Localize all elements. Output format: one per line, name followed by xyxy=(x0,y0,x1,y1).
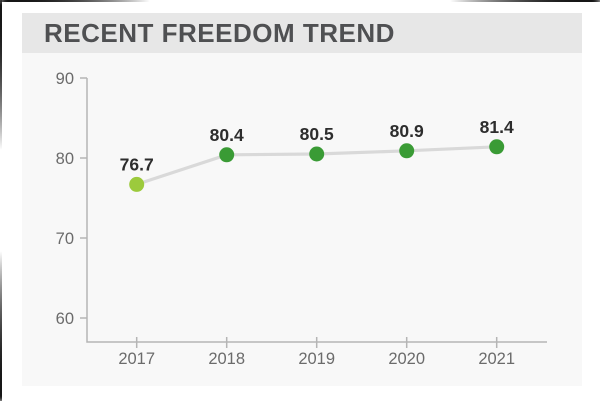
y-tick-label: 70 xyxy=(56,230,74,248)
data-point-label: 80.9 xyxy=(390,121,424,141)
x-tick-label: 2019 xyxy=(298,350,335,368)
y-tick-label: 90 xyxy=(56,70,74,88)
x-tick-label: 2017 xyxy=(118,350,155,368)
x-tick-label: 2018 xyxy=(208,350,245,368)
chart-title: RECENT FREEDOM TREND xyxy=(44,18,395,48)
data-point xyxy=(489,139,505,155)
data-point xyxy=(309,146,325,162)
data-point xyxy=(399,143,415,159)
y-tick-label: 60 xyxy=(56,310,74,328)
x-tick-label: 2021 xyxy=(478,350,515,368)
x-tick-label: 2020 xyxy=(388,350,425,368)
chart-header: RECENT FREEDOM TREND xyxy=(22,13,582,53)
y-tick-label: 80 xyxy=(56,150,74,168)
data-point-label: 80.5 xyxy=(300,124,334,144)
data-point-label: 80.4 xyxy=(210,125,244,145)
axis-lines xyxy=(86,78,547,343)
data-point xyxy=(219,147,235,163)
data-point-label: 76.7 xyxy=(120,154,154,174)
data-point-label: 81.4 xyxy=(480,117,514,137)
data-point xyxy=(129,176,145,192)
chart-panel: RECENT FREEDOM TREND xyxy=(22,13,582,386)
